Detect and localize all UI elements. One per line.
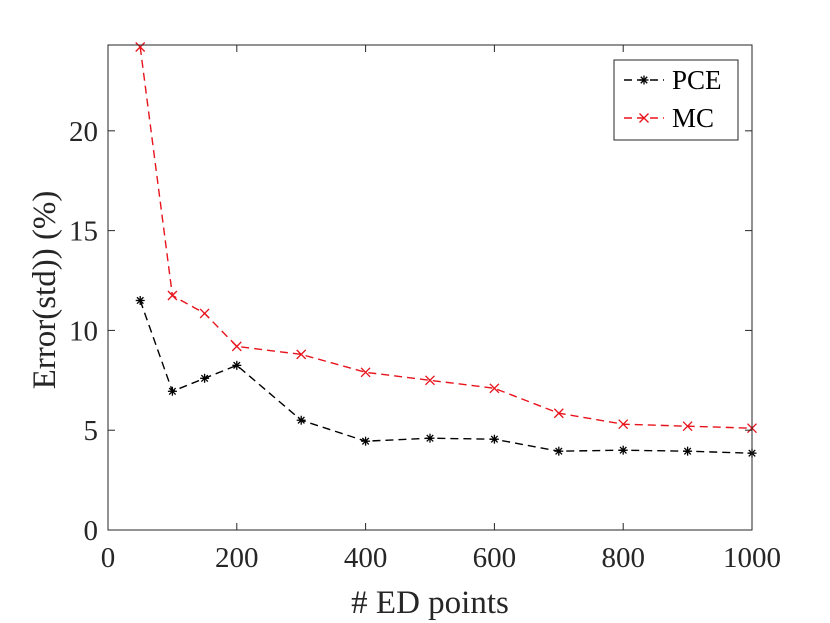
y-tick-label: 10	[69, 315, 98, 347]
data-point-mc	[199, 308, 210, 319]
data-point-mc	[425, 375, 435, 386]
y-tick-label: 15	[69, 216, 98, 248]
legend-marker-pce	[639, 75, 649, 85]
x-tick-label: 400	[344, 542, 388, 574]
y-tick-label: 0	[84, 515, 99, 547]
data-point-mc	[135, 42, 146, 52]
data-point-mc	[167, 290, 178, 301]
data-point-pce	[296, 415, 306, 425]
series-group	[135, 42, 757, 458]
data-point-pce	[489, 434, 499, 444]
data-point-pce	[167, 386, 177, 396]
y-tick-label: 20	[69, 116, 98, 148]
data-point-pce	[361, 436, 371, 446]
data-point-mc	[360, 367, 371, 378]
series-line-mc	[139, 46, 753, 429]
x-tick-label: 1000	[723, 542, 781, 574]
x-tick-label: 800	[601, 542, 645, 574]
data-point-mc	[231, 341, 242, 352]
data-point-mc	[618, 419, 629, 430]
axes-box	[107, 44, 753, 531]
legend-label-mc: MC	[672, 103, 714, 133]
legend-label-pce: PCE	[672, 65, 722, 95]
data-point-mc	[296, 349, 307, 360]
data-point-pce	[200, 373, 210, 383]
data-point-mc	[682, 421, 693, 432]
y-tick-label: 5	[84, 415, 99, 447]
x-tick-label: 600	[473, 542, 517, 574]
data-point-pce	[554, 446, 564, 456]
series-line-pce	[139, 300, 753, 454]
data-point-pce	[683, 446, 693, 456]
data-point-pce	[232, 360, 242, 370]
data-point-pce	[135, 295, 145, 305]
legend-marker-mc	[639, 113, 649, 123]
data-point-pce	[425, 433, 435, 443]
y-axis-title: Error(std)) (%)	[27, 191, 63, 390]
legend-box	[613, 59, 739, 141]
legend: PCE MC	[613, 59, 739, 141]
data-point-pce	[618, 445, 628, 455]
x-tick-label: 0	[101, 542, 116, 574]
x-axis-title: # ED points	[351, 585, 509, 621]
data-point-mc	[489, 383, 500, 394]
x-tick-label: 200	[215, 542, 259, 574]
axes: 0 200 400 600 800 1000 0 5 10 15 20	[69, 44, 781, 574]
data-point-mc	[553, 408, 564, 419]
